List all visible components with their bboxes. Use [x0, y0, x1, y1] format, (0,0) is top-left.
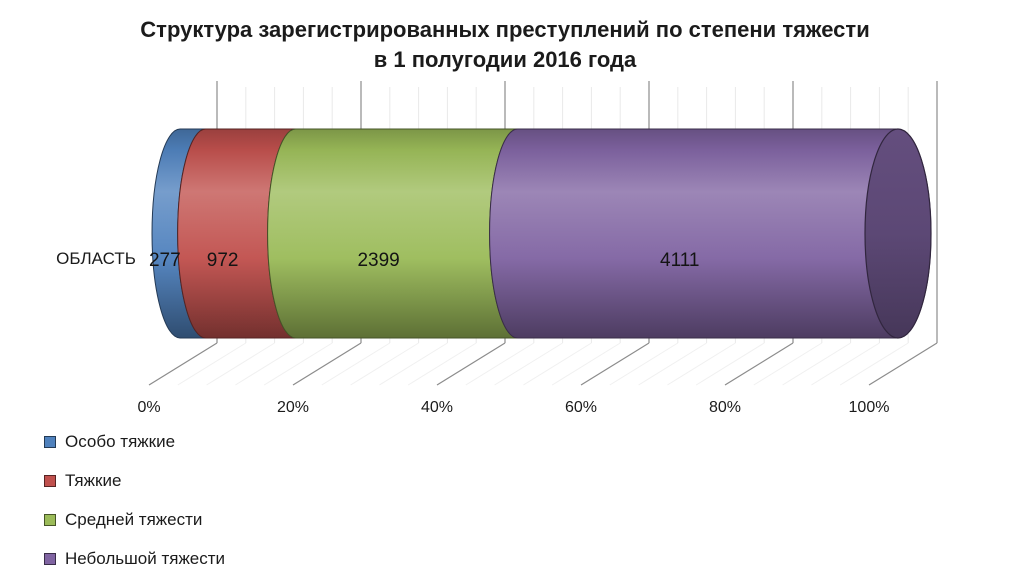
legend-item-3: Средней тяжести	[44, 509, 225, 529]
floor-gridline-major	[580, 342, 650, 386]
legend-label: Тяжкие	[65, 470, 122, 490]
floor-gridline-minor	[407, 342, 477, 386]
legend-marker-icon	[44, 552, 56, 565]
legend-marker-icon	[44, 435, 56, 448]
chart-title: Структура зарегистрированных преступлени…	[0, 15, 1010, 75]
x-axis-label: 20%	[277, 399, 309, 416]
value-label: 2399	[357, 250, 399, 271]
floor-gridline-minor	[263, 342, 333, 386]
floor-gridline-minor	[551, 342, 621, 386]
floor-gridline-minor	[206, 342, 275, 386]
legend-item-2: Тяжкие	[44, 470, 225, 490]
floor-gridline-minor	[350, 342, 419, 386]
value-label: 972	[207, 250, 239, 271]
cylinder-end-cap	[864, 128, 932, 339]
x-axis-label: 0%	[137, 399, 160, 416]
floor-gridline-minor	[695, 342, 765, 386]
floor-gridline-minor	[609, 342, 679, 386]
floor-gridline-minor	[638, 342, 707, 386]
floor-gridline-minor	[753, 342, 823, 386]
floor-gridline-minor	[494, 342, 563, 386]
x-axis-label: 80%	[709, 399, 741, 416]
legend: Особо тяжкие Тяжкие Средней тяжести Небольш…	[44, 431, 226, 576]
floor-gridline-major	[148, 342, 218, 386]
legend-label: Особо тяжкие	[65, 431, 176, 451]
floor-gridline-minor	[523, 342, 592, 386]
floor-gridline-minor	[177, 342, 247, 386]
bar-segment-3	[267, 128, 518, 339]
legend-item-4: Небольшой тяжести	[44, 548, 226, 568]
category-label: ОБЛАСТЬ	[56, 249, 136, 268]
chart-title-line1: Структура зарегистрированных преступлени…	[140, 17, 870, 42]
legend-label: Небольшой тяжести	[65, 548, 226, 568]
floor-gridline-minor	[465, 342, 535, 386]
floor-gridline-minor	[839, 342, 909, 386]
value-label: 4111	[660, 250, 699, 271]
chart-title-line2: в 1 полугодии 2016 года	[373, 47, 637, 72]
floor-gridline-minor	[379, 342, 448, 386]
legend-item-1: Особо тяжкие	[44, 431, 225, 451]
floor-gridline-minor	[321, 342, 391, 386]
floor-gridline-minor	[667, 342, 736, 386]
floor-gridline-minor	[782, 342, 851, 386]
floor-gridline-major	[724, 342, 794, 386]
floor-gridline-minor	[235, 342, 304, 386]
x-axis-label: 60%	[565, 399, 597, 416]
x-axis-label: 40%	[421, 399, 453, 416]
floor-gridline-minor	[811, 342, 880, 386]
legend-label: Средней тяжести	[65, 509, 203, 529]
legend-marker-icon	[44, 513, 56, 526]
legend-marker-icon	[44, 474, 56, 487]
value-label: 277	[149, 250, 181, 271]
x-axis-label: 100%	[849, 399, 890, 416]
floor-gridline-major	[292, 342, 362, 386]
floor-gridline-major	[868, 342, 938, 386]
floor-gridline-major	[436, 342, 506, 386]
